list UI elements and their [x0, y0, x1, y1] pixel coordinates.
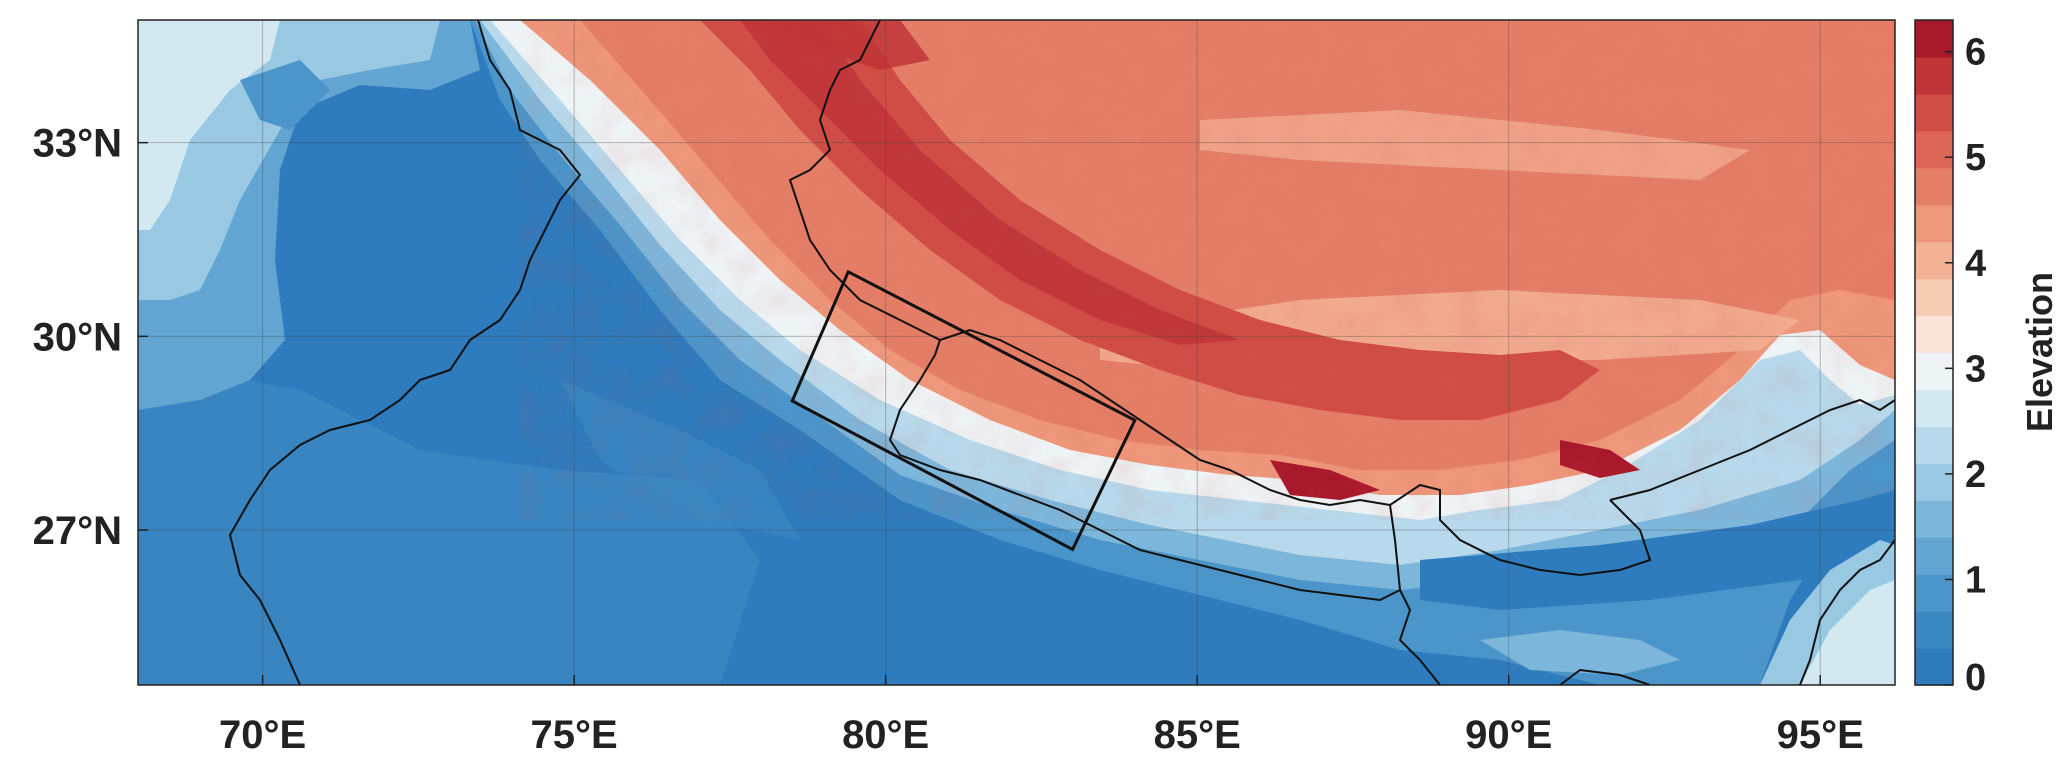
colorbar-bands — [1915, 20, 1953, 686]
country-boundaries — [228, 20, 1895, 685]
colorbar-band-5 — [1915, 463, 1953, 501]
colorbar-tick-label-0: 0 — [1965, 657, 1986, 699]
eastern-hills-inner — [1800, 580, 1895, 685]
lat-tick-label-0: 33°N — [33, 122, 122, 166]
map-panel — [137, 19, 1896, 686]
lon-tick-label-4: 90°E — [1465, 713, 1552, 757]
colorbar-band-10 — [1915, 278, 1953, 317]
colorbar-band-7 — [1915, 389, 1953, 427]
bangladesh-border — [1398, 589, 1441, 685]
colorbar-tick-label-2: 2 — [1965, 454, 1986, 496]
colorbar-band-11 — [1915, 241, 1953, 280]
colorbar-band-14 — [1915, 130, 1953, 169]
colorbar-ticks: 0 1 2 3 4 5 6 — [1945, 32, 1986, 699]
colorbar-band-3 — [1915, 537, 1953, 575]
terrain-texture — [520, 20, 1895, 520]
colorbar-band-13 — [1915, 167, 1953, 206]
lon-tick-label-3: 85°E — [1154, 713, 1241, 757]
study-region-box — [790, 269, 1137, 552]
longitude-axis: 70°E 75°E 80°E 85°E 90°E 95°E — [219, 675, 1864, 757]
colorbar-tick-label-3: 3 — [1965, 348, 1986, 390]
china-india-border-east — [1609, 398, 1895, 501]
colorbar-band-9 — [1915, 315, 1953, 354]
lon-tick-label-2: 80°E — [842, 713, 929, 757]
colorbar-tick-label-6: 6 — [1965, 32, 1986, 74]
colorbar-band-12 — [1915, 204, 1953, 243]
brahmaputra-valley — [1420, 490, 1895, 610]
colorbar-band-1 — [1915, 611, 1953, 649]
colorbar-band-2 — [1915, 574, 1953, 612]
lon-tick-label-5: 95°E — [1777, 713, 1864, 757]
lon-tick-label-0: 70°E — [219, 713, 306, 757]
nepal-border — [888, 328, 1402, 602]
colorbar-band-6 — [1915, 426, 1953, 464]
colorbar-frame — [1914, 19, 1954, 686]
latitude-axis: 33°N 30°N 27°N — [33, 122, 148, 553]
colorbar-tick-label-4: 4 — [1965, 243, 1986, 285]
colorbar-band-15 — [1915, 93, 1953, 132]
colorbar-tick-label-1: 1 — [1965, 559, 1986, 601]
western-highlands-dark — [240, 60, 330, 130]
colorbar: 0 1 2 3 4 5 6 Elevation — [1914, 19, 2060, 699]
india-pakistan-border — [228, 20, 582, 685]
colorbar-band-16 — [1915, 56, 1953, 95]
meghalaya-hills — [1480, 630, 1680, 675]
colorbar-tick-label-5: 5 — [1965, 137, 1986, 179]
china-india-border-west — [788, 20, 941, 341]
colorbar-band-0 — [1915, 648, 1953, 686]
lat-tick-label-1: 30°N — [33, 315, 122, 359]
colorbar-title: Elevation — [2019, 272, 2060, 432]
bhutan-sikkim-border — [1389, 483, 1652, 577]
myanmar-border — [1799, 539, 1895, 685]
western-highlands-peak — [138, 20, 280, 230]
graticule — [138, 20, 1895, 685]
lat-tick-label-2: 27°N — [33, 509, 122, 553]
colorbar-band-4 — [1915, 500, 1953, 538]
colorbar-band-8 — [1915, 352, 1953, 391]
map-frame — [137, 19, 1896, 686]
bangladesh-border-east — [1559, 668, 1651, 685]
lon-tick-label-1: 75°E — [531, 713, 618, 757]
plain-lighter-patch — [138, 360, 760, 685]
